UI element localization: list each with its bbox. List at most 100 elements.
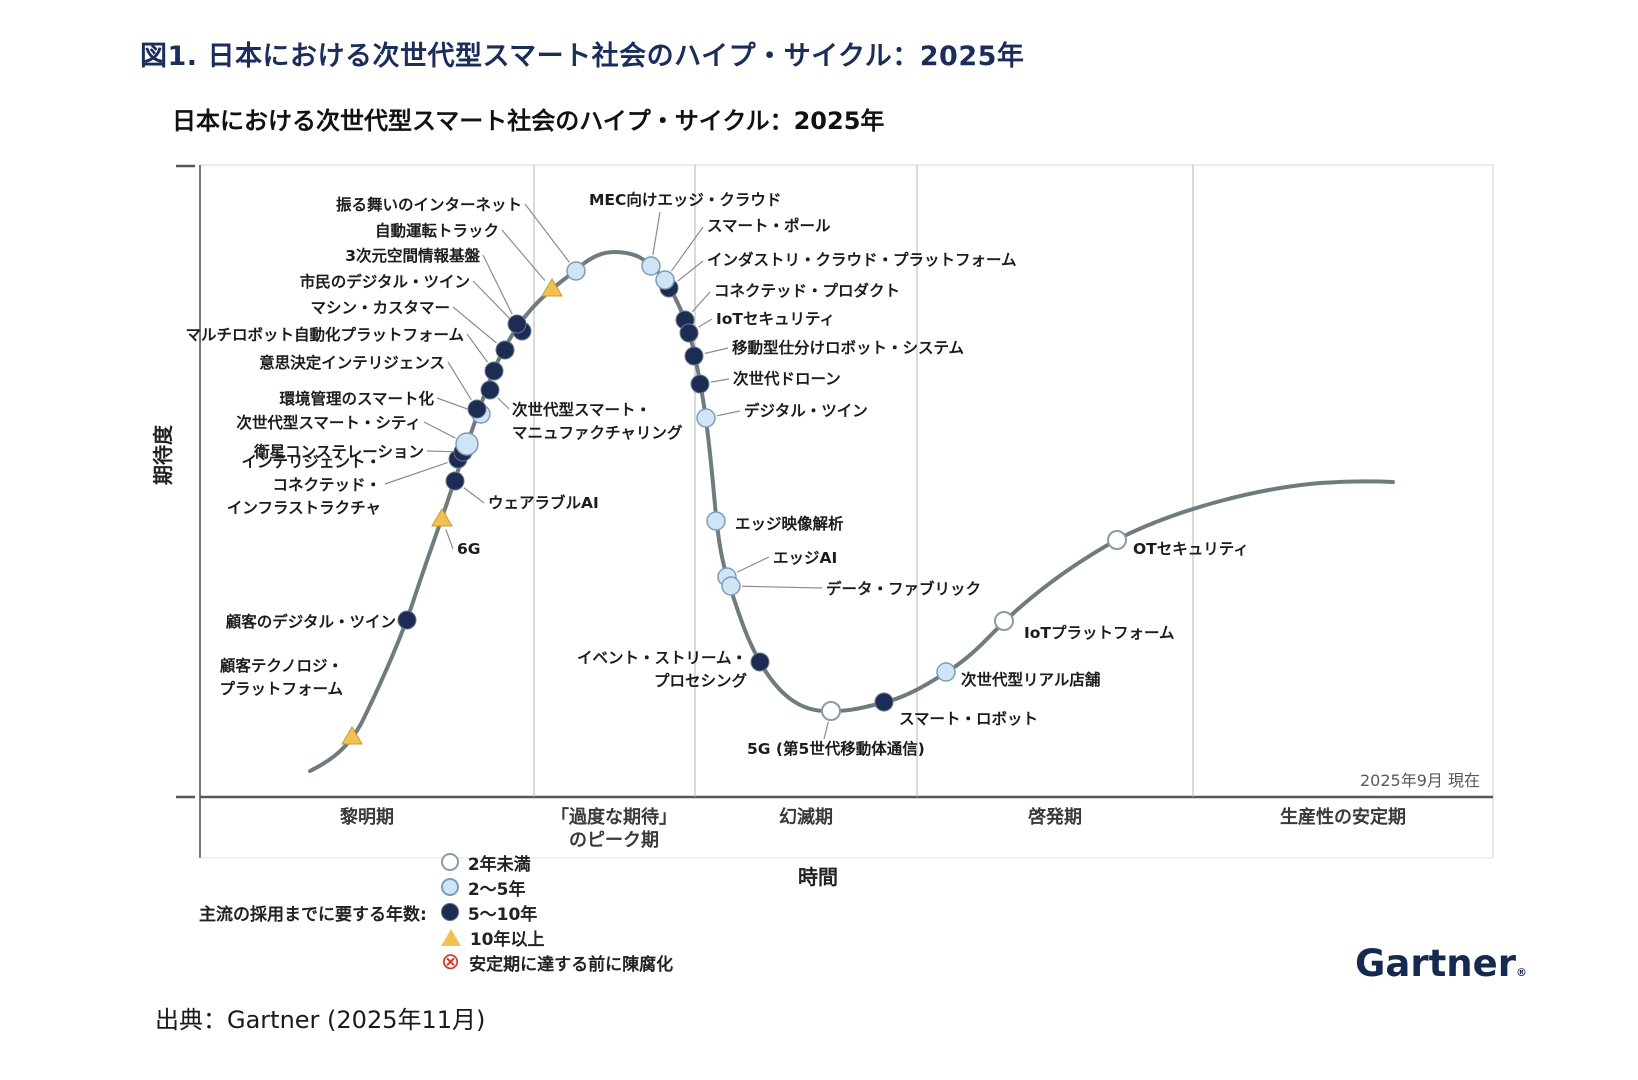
label-connector	[741, 585, 823, 589]
legend-item: 10年以上	[440, 925, 673, 950]
data-point-label: 環境管理のスマート化	[279, 389, 434, 408]
label-connector	[436, 397, 471, 411]
label-connector	[463, 487, 485, 504]
label-connector	[445, 529, 454, 550]
legend-item-label: 安定期に達する前に陳腐化	[469, 954, 674, 975]
label-connector	[482, 254, 513, 315]
data-point-label: IoTプラットフォーム	[1024, 623, 1175, 642]
data-point-label: コネクテッド・プロダクト	[714, 281, 900, 300]
label-connector	[466, 333, 489, 363]
data-point	[750, 652, 770, 672]
legend-item-label: 2年未満	[467, 854, 531, 875]
data-point-label: イベント・ストリーム・プロセシング	[577, 649, 748, 690]
phase-label: 幻滅期	[779, 806, 833, 828]
data-point-label: 顧客テクノロジ・プラットフォーム	[219, 656, 343, 698]
data-point	[641, 256, 661, 276]
data-point	[684, 346, 704, 366]
white-marker-icon	[440, 853, 459, 871]
label-connector	[501, 229, 546, 281]
label-connector	[472, 280, 515, 324]
data-point	[480, 380, 500, 400]
legend-prefix: 主流の採用までに要する年数:	[199, 904, 427, 925]
data-point-label: マルチロボット自動化プラットフォーム	[185, 325, 464, 344]
data-point	[874, 692, 894, 712]
dark-marker-icon	[440, 903, 459, 921]
data-point	[690, 374, 710, 394]
obsolete-marker-icon: ⊗	[440, 949, 461, 975]
phase-label: 黎明期	[340, 806, 394, 828]
data-point-triangle	[431, 508, 453, 527]
registered-mark: ®	[1515, 966, 1527, 979]
figure-title: 図1. 日本における次世代型スマート社会のハイプ・サイクル：2025年	[140, 41, 1025, 72]
data-point-label: 衛星コンステレーション	[253, 442, 424, 461]
x-axis-title: 時間	[798, 865, 838, 889]
y-axis-title: 期待度	[151, 424, 175, 485]
label-connector	[716, 410, 741, 417]
phase-label: 啓発期	[1028, 806, 1082, 828]
label-connector	[447, 361, 472, 400]
label-connector	[677, 260, 704, 282]
legend-item: 2〜5年	[440, 875, 673, 900]
data-point-label: 次世代型スマート・シティ	[236, 413, 421, 432]
data-point	[936, 662, 956, 682]
label-connector	[426, 450, 453, 453]
phase-label: 「過度な期待」のピーク期	[551, 806, 677, 851]
label-connector	[452, 306, 497, 344]
data-point	[566, 261, 586, 281]
data-point-label: 次世代型スマート・マニュファクチャリング	[512, 400, 683, 442]
data-point-label: 3次元空間情報基盤	[345, 246, 480, 265]
label-connector	[524, 203, 570, 263]
data-point-label: 顧客のデジタル・ツイン	[226, 612, 396, 631]
hype-curve	[308, 249, 1395, 773]
data-point-label: 次世代型リアル店舗	[961, 670, 1101, 689]
legend-item: 2年未満	[440, 850, 673, 875]
data-point-label: MEC向けエッジ・クラウド	[589, 190, 781, 209]
legend-items: 2年未満 2〜5年 5〜10年 10年以上 ⊗ 安定期に達する前に陳腐化	[440, 850, 713, 975]
label-connector	[670, 226, 704, 272]
data-point-label: エッジAI	[773, 549, 837, 567]
data-point	[467, 399, 487, 419]
label-connector	[698, 318, 713, 328]
data-point	[1107, 530, 1127, 550]
data-point-label: 5G (第5世代移動体通信)	[747, 739, 925, 758]
label-connector	[652, 211, 661, 256]
legend-item: 5〜10年	[440, 900, 673, 925]
label-connector	[823, 721, 829, 740]
triangle-marker-icon	[440, 928, 461, 946]
data-point	[495, 340, 515, 360]
data-point	[455, 432, 479, 456]
label-connector	[497, 397, 510, 410]
label-connector	[704, 347, 729, 355]
data-point-label: OTセキュリティ	[1133, 540, 1249, 558]
data-point-label: スマート・ポール	[707, 216, 831, 235]
data-point-label: 自動運転トラック	[375, 221, 499, 240]
data-point	[655, 270, 675, 290]
legend-item: ⊗ 安定期に達する前に陳腐化	[441, 950, 673, 975]
label-connector	[736, 556, 770, 573]
data-point-label: 意思決定インテリジェンス	[259, 353, 445, 372]
data-point-label: デジタル・ツイン	[744, 401, 868, 420]
legend-item-label: 2〜5年	[467, 879, 526, 900]
data-point-label: インダストリ・クラウド・プラットフォーム	[707, 250, 1017, 269]
data-point	[721, 576, 741, 596]
label-connector	[710, 378, 730, 383]
data-point-label: ウェアラブルAI	[488, 493, 599, 512]
label-connector	[691, 291, 711, 313]
data-point-triangle	[541, 278, 563, 297]
label-connector	[384, 461, 448, 485]
data-point-label: データ・ファブリック	[826, 579, 981, 598]
data-point-label: 移動型仕分けロボット・システム	[732, 338, 964, 357]
data-point	[484, 361, 504, 381]
data-point-label: 6G	[457, 540, 481, 558]
phase-label: 生産性の安定期	[1280, 806, 1406, 828]
data-point-label: 振る舞いのインターネット	[336, 195, 522, 214]
source-line: 出典：Gartner (2025年11月)	[155, 1006, 486, 1034]
adoption-legend: 主流の採用までに要する年数: 2年未満 2〜5年 5〜10年 10年以上 ⊗ 安定期に達す…	[199, 853, 713, 975]
data-point-label: スマート・ロボット	[899, 710, 1038, 728]
data-point-label: インテリジェント・コネクテッド・インフラストラクチャ	[227, 453, 381, 517]
data-point	[994, 611, 1014, 631]
as-of-date: 2025年9月 現在	[1360, 771, 1480, 790]
data-point	[507, 314, 527, 334]
